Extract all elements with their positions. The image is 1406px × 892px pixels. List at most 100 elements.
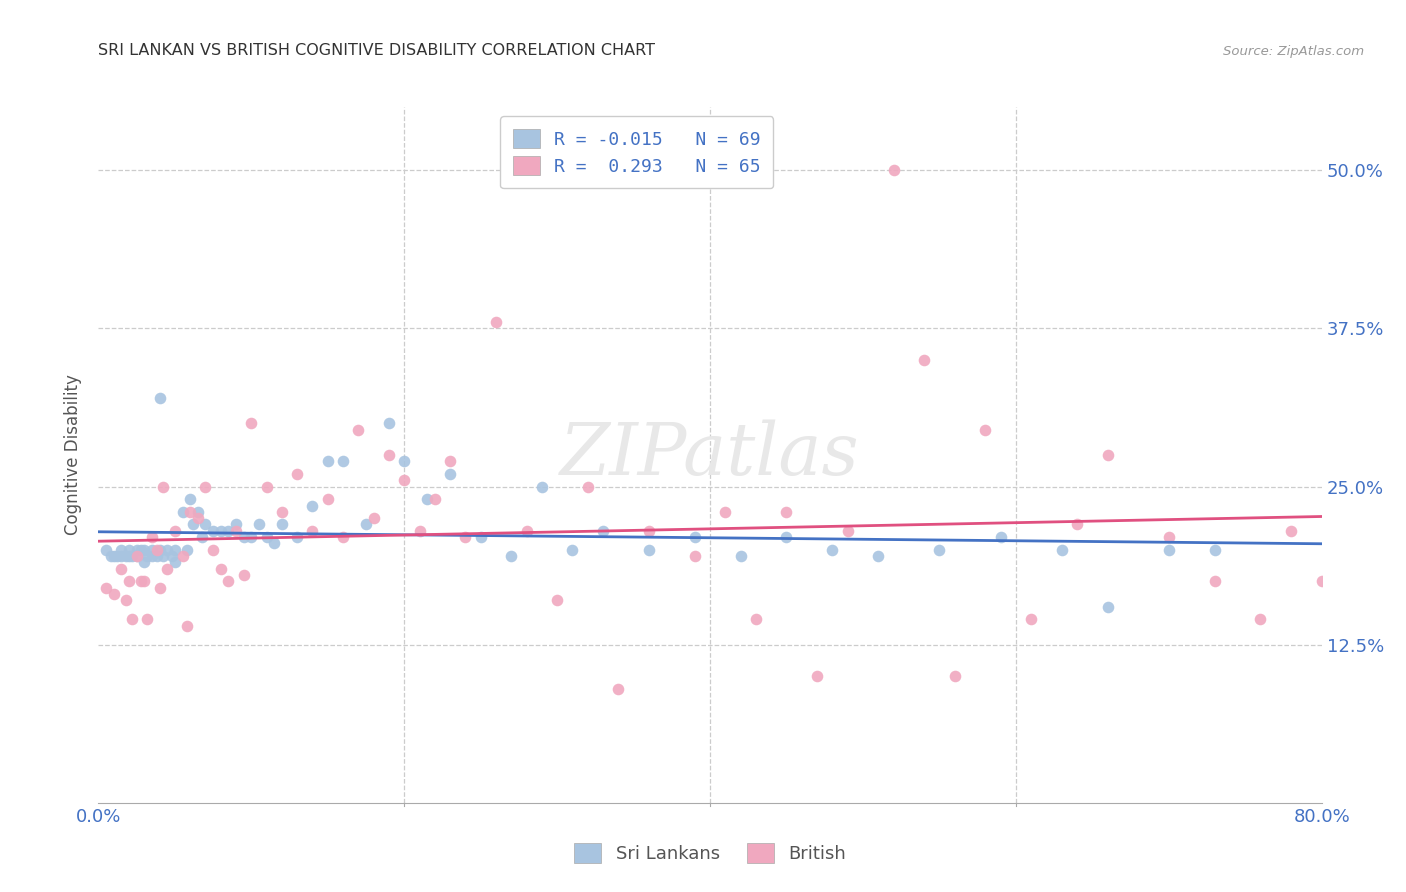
Point: [247, 517, 270, 532]
Point: [110, 549, 132, 563]
Point: [470, 530, 492, 544]
Point: [94, 581, 117, 595]
Point: [152, 549, 174, 563]
Point: [141, 549, 163, 563]
Point: [202, 542, 225, 557]
Point: [172, 505, 194, 519]
Point: [136, 549, 159, 563]
Text: Source: ZipAtlas.com: Source: ZipAtlas.com: [1223, 45, 1364, 58]
Point: [285, 467, 308, 481]
Point: [270, 517, 292, 532]
Point: [225, 517, 247, 532]
Point: [136, 612, 159, 626]
Point: [1204, 574, 1226, 589]
Point: [232, 568, 254, 582]
Point: [179, 505, 201, 519]
Point: [912, 353, 935, 368]
Point: [439, 467, 461, 481]
Point: [363, 511, 385, 525]
Point: [316, 454, 339, 468]
Point: [256, 530, 278, 544]
Point: [683, 549, 706, 563]
Point: [94, 542, 117, 557]
Point: [270, 505, 292, 519]
Point: [592, 524, 614, 538]
Point: [240, 530, 263, 544]
Y-axis label: Cognitive Disability: Cognitive Disability: [65, 375, 83, 535]
Point: [129, 574, 152, 589]
Point: [209, 562, 232, 576]
Point: [1310, 574, 1333, 589]
Point: [347, 423, 370, 437]
Point: [100, 549, 122, 563]
Point: [332, 530, 354, 544]
Point: [134, 542, 156, 557]
Point: [156, 562, 179, 576]
Point: [392, 454, 416, 468]
Point: [301, 524, 323, 538]
Point: [730, 549, 752, 563]
Point: [187, 511, 209, 525]
Point: [156, 542, 179, 557]
Point: [1019, 612, 1042, 626]
Legend: Sri Lankans, British: Sri Lankans, British: [567, 836, 853, 871]
Point: [775, 505, 797, 519]
Point: [160, 549, 183, 563]
Point: [103, 587, 125, 601]
Point: [141, 542, 163, 557]
Point: [115, 593, 138, 607]
Point: [181, 517, 204, 532]
Point: [423, 492, 446, 507]
Point: [607, 681, 630, 696]
Point: [1249, 612, 1271, 626]
Point: [576, 479, 599, 493]
Point: [125, 549, 148, 563]
Point: [392, 473, 416, 487]
Point: [202, 524, 225, 538]
Point: [121, 612, 143, 626]
Point: [408, 524, 430, 538]
Point: [134, 574, 156, 589]
Point: [316, 492, 339, 507]
Point: [240, 417, 263, 431]
Point: [332, 454, 354, 468]
Point: [118, 542, 141, 557]
Point: [354, 517, 377, 532]
Text: ZIPatlas: ZIPatlas: [560, 419, 860, 491]
Point: [187, 505, 209, 519]
Point: [149, 391, 172, 405]
Point: [121, 549, 143, 563]
Point: [637, 524, 661, 538]
Point: [1066, 517, 1088, 532]
Point: [683, 530, 706, 544]
Point: [868, 549, 890, 563]
Point: [110, 562, 132, 576]
Point: [416, 492, 439, 507]
Point: [232, 530, 254, 544]
Point: [378, 417, 401, 431]
Point: [118, 549, 141, 563]
Point: [943, 669, 966, 683]
Point: [110, 542, 132, 557]
Point: [1050, 542, 1073, 557]
Point: [516, 524, 538, 538]
Point: [546, 593, 568, 607]
Point: [454, 530, 477, 544]
Point: [883, 163, 905, 178]
Point: [745, 612, 768, 626]
Point: [149, 542, 172, 557]
Point: [775, 530, 797, 544]
Point: [256, 479, 278, 493]
Point: [285, 530, 308, 544]
Point: [163, 524, 186, 538]
Point: [179, 492, 201, 507]
Point: [217, 574, 239, 589]
Point: [118, 574, 141, 589]
Point: [561, 542, 583, 557]
Point: [1204, 542, 1226, 557]
Point: [990, 530, 1012, 544]
Point: [837, 524, 859, 538]
Point: [263, 536, 285, 550]
Point: [714, 505, 737, 519]
Point: [191, 530, 214, 544]
